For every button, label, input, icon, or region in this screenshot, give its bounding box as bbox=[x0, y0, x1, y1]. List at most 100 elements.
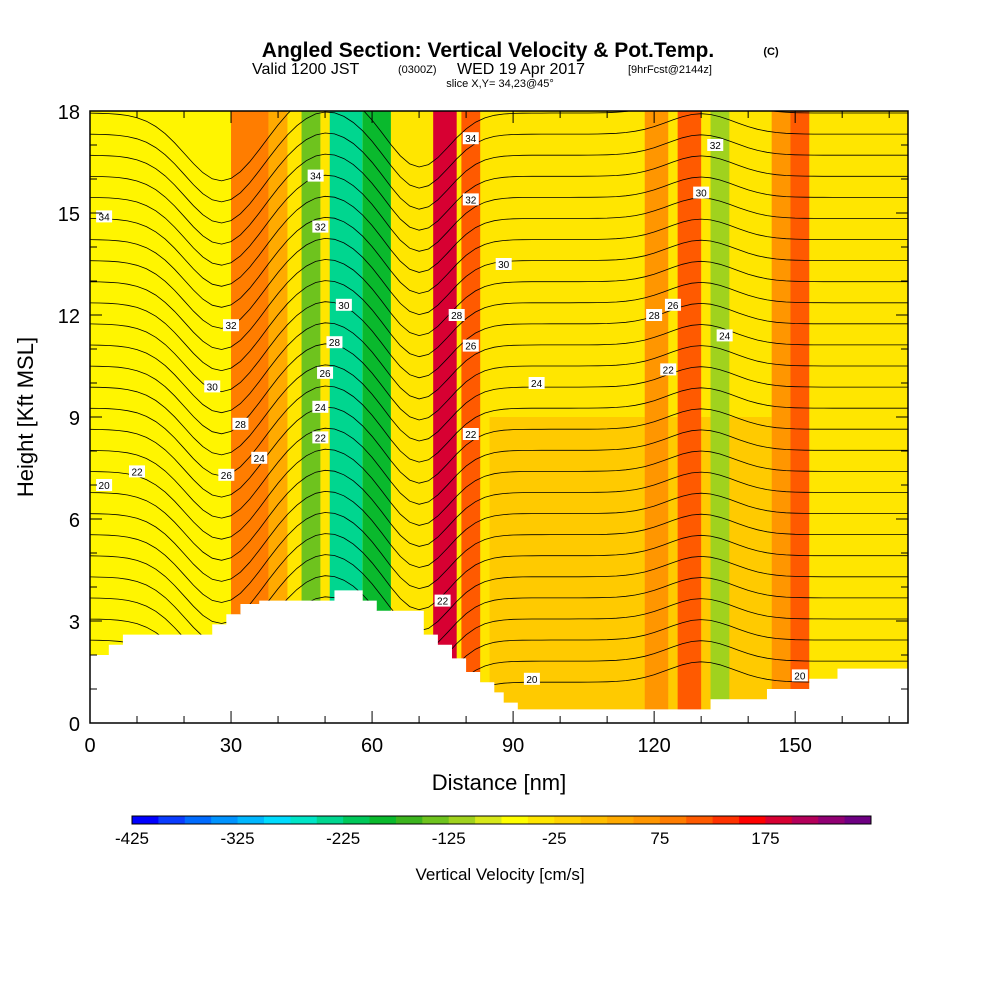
colorbar-swatch bbox=[263, 816, 291, 824]
contour-label-bg bbox=[462, 339, 479, 352]
contour-label: 20 bbox=[96, 479, 113, 492]
colorbar-tick-label: -325 bbox=[221, 829, 255, 848]
colorbar-swatch bbox=[765, 816, 793, 824]
valid-utc-label: (0300Z) bbox=[398, 64, 437, 76]
velocity-band bbox=[771, 111, 796, 723]
contour-label-bg bbox=[462, 193, 479, 206]
colorbar-swatch bbox=[633, 816, 661, 824]
contour-label-bg bbox=[326, 336, 343, 349]
colorbar-swatch bbox=[211, 816, 238, 824]
terrain-mask bbox=[90, 590, 908, 723]
theta-contour bbox=[90, 259, 908, 350]
colorbar-tick-label: 75 bbox=[650, 829, 669, 848]
theta-contour bbox=[90, 195, 908, 287]
contour-label-bg bbox=[232, 417, 249, 430]
colorbar-swatch bbox=[316, 816, 344, 824]
contour-label-text: 32 bbox=[465, 195, 477, 206]
contour-label-bg bbox=[307, 169, 324, 182]
y-tick-label: 12 bbox=[58, 306, 80, 328]
contour-label-bg bbox=[434, 594, 451, 607]
contour-label-bg bbox=[716, 329, 733, 342]
contour-label-text: 34 bbox=[465, 134, 477, 145]
contour-label-bg bbox=[312, 220, 329, 233]
contour-label-text: 24 bbox=[315, 403, 327, 414]
contour-label: 30 bbox=[335, 298, 352, 312]
colorbar-swatch bbox=[607, 816, 634, 824]
y-tick-label: 3 bbox=[69, 612, 80, 634]
contour-label-text: 24 bbox=[254, 454, 266, 465]
theta-contour bbox=[90, 638, 908, 723]
x-tick-label: 0 bbox=[84, 735, 95, 757]
contour-label: 30 bbox=[693, 186, 710, 200]
contour-label: 22 bbox=[462, 428, 479, 441]
contour-label-text: 28 bbox=[649, 311, 661, 322]
colorbar-tick-label: -225 bbox=[326, 829, 360, 848]
colorbar-tick-label: 175 bbox=[751, 829, 779, 848]
y-tick-label: 15 bbox=[58, 204, 80, 226]
contour-label-bg bbox=[693, 186, 710, 199]
contour-label-text: 32 bbox=[225, 321, 237, 332]
colorbar-tick-label: -125 bbox=[432, 829, 466, 848]
field-region bbox=[90, 111, 232, 723]
contour-label: 34 bbox=[307, 169, 324, 183]
contour-label: 28 bbox=[232, 417, 249, 431]
velocity-band bbox=[677, 111, 702, 723]
theta-contour bbox=[90, 448, 908, 540]
x-tick-label: 90 bbox=[502, 735, 524, 757]
contour-label: 26 bbox=[664, 298, 681, 312]
contour-label-text: 28 bbox=[329, 338, 341, 349]
velocity-band bbox=[433, 111, 457, 723]
contour-label-bg bbox=[707, 139, 724, 151]
contour-label-text: 26 bbox=[319, 369, 331, 380]
colorbar-swatch bbox=[132, 816, 159, 824]
contour-label-text: 22 bbox=[663, 365, 675, 376]
colorbar-swatch bbox=[739, 816, 766, 824]
contour-label: 20 bbox=[791, 669, 808, 682]
contour-label-bg bbox=[223, 319, 240, 332]
title-unit: (C) bbox=[763, 46, 779, 58]
contour-label: 26 bbox=[462, 339, 479, 353]
contour-label-bg bbox=[317, 366, 334, 379]
contour-label-text: 24 bbox=[719, 331, 731, 342]
contour-label: 32 bbox=[223, 319, 240, 332]
y-tick-label: 6 bbox=[69, 510, 80, 532]
contour-label: 34 bbox=[96, 210, 113, 223]
contour-label-bg bbox=[129, 465, 146, 478]
theta-contour bbox=[90, 364, 908, 456]
contour-label-bg bbox=[523, 672, 540, 685]
contour-label-text: 22 bbox=[131, 467, 143, 478]
contour-label-bg bbox=[664, 298, 681, 311]
contour-label: 26 bbox=[317, 366, 334, 380]
theta-contour bbox=[90, 111, 908, 203]
contour-label: 24 bbox=[716, 329, 733, 342]
colorbar-swatch bbox=[422, 816, 450, 824]
theta-contour bbox=[90, 174, 908, 266]
colorbar-swatch bbox=[501, 816, 529, 824]
contour-label-text: 34 bbox=[99, 212, 111, 223]
colorbar-swatch bbox=[791, 816, 819, 824]
colorbar-swatch bbox=[554, 816, 582, 824]
theta-contour bbox=[90, 343, 908, 435]
theta-contour bbox=[90, 322, 908, 414]
contour-label-bg bbox=[495, 258, 512, 270]
contour-label-text: 28 bbox=[451, 311, 463, 322]
contour-label-text: 22 bbox=[315, 433, 327, 444]
contour-label-text: 30 bbox=[498, 260, 510, 271]
velocity-band bbox=[644, 111, 669, 723]
contour-label-text: 20 bbox=[526, 675, 538, 686]
x-tick-label: 60 bbox=[361, 735, 383, 757]
colorbar-swatch bbox=[580, 816, 608, 824]
colorbar-tick-label: -25 bbox=[542, 829, 567, 848]
contour-label-bg bbox=[791, 669, 808, 682]
y-axis-label: Height [Kft MSL] bbox=[13, 337, 38, 497]
y-tick-label: 18 bbox=[58, 102, 80, 124]
colorbar-swatch bbox=[712, 816, 740, 824]
contour-label-bg bbox=[448, 309, 465, 321]
velocity-band bbox=[710, 111, 730, 723]
contour-label-text: 32 bbox=[315, 223, 327, 234]
theta-contour bbox=[90, 301, 908, 393]
colorbar-swatch bbox=[290, 816, 318, 824]
colorbar-swatch bbox=[448, 816, 476, 824]
contour-label: 32 bbox=[707, 139, 724, 152]
